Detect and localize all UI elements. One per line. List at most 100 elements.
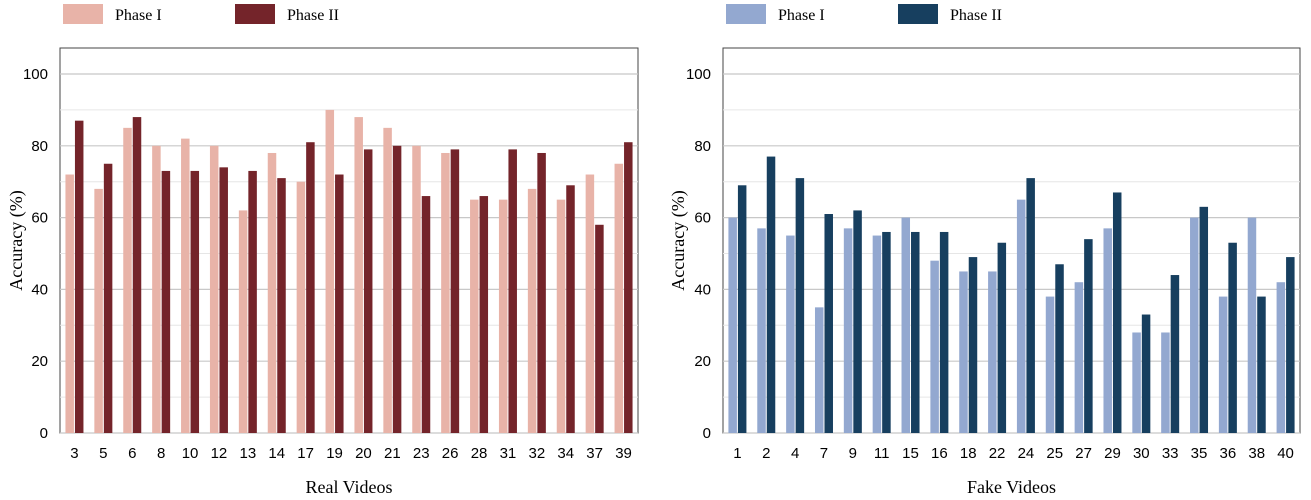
bar-phase-i-30: [1132, 332, 1141, 433]
x-tick-label: 40: [1277, 445, 1294, 462]
x-tick-label: 11: [874, 445, 890, 462]
bar-phase-ii-35: [1199, 206, 1209, 433]
bar-phase-i-24: [1016, 199, 1026, 433]
bar-phase-ii-11: [882, 231, 891, 433]
bar-phase-i-40: [1276, 282, 1286, 433]
bar-phase-i-19: [325, 109, 335, 434]
bar-phase-i-2: [757, 228, 766, 433]
bar-phase-ii-4: [795, 178, 805, 433]
bar-phase-ii-37: [595, 224, 604, 433]
y-axis-title: Accuracy (%): [6, 190, 27, 290]
x-axis-title: Fake Videos: [967, 477, 1056, 497]
x-tick-label: 13: [240, 445, 257, 462]
bar-phase-ii-2: [766, 156, 776, 433]
bar-phase-ii-12: [219, 167, 228, 433]
y-tick-label: 60: [31, 210, 48, 227]
legend: Phase I Phase II: [726, 4, 1002, 24]
x-tick-label: 38: [1248, 445, 1265, 462]
bar-phase-i-7: [814, 307, 824, 433]
x-tick-label: 14: [268, 445, 285, 462]
y-tick-label: 40: [694, 281, 711, 298]
x-tick-label: 17: [297, 445, 314, 462]
x-tick-label: 21: [384, 445, 401, 462]
bar-phase-i-13: [238, 210, 248, 433]
x-tick-label: 22: [989, 445, 1006, 462]
bar-phase-ii-6: [132, 117, 142, 433]
bar-phase-ii-3: [74, 120, 84, 434]
bar-phase-i-34: [556, 199, 566, 433]
x-tick-label: 30: [1133, 445, 1150, 462]
bar-phase-i-8: [152, 145, 161, 434]
bar-phase-ii-15: [911, 231, 920, 433]
bar-phase-ii-26: [450, 149, 460, 433]
bar-phase-i-9: [843, 228, 853, 433]
x-tick-label: 6: [128, 445, 136, 462]
bar-phase-i-10: [181, 138, 190, 433]
x-tick-label: 7: [820, 445, 828, 462]
y-tick-label: 40: [31, 281, 48, 298]
x-tick-label: 12: [211, 445, 228, 462]
bar-phase-i-23: [412, 145, 421, 434]
x-tick-label: 10: [182, 445, 199, 462]
x-tick-label: 26: [442, 445, 459, 462]
bar-phase-ii-1: [737, 185, 747, 433]
x-tick-label: 24: [1018, 445, 1035, 462]
bar-phase-ii-10: [190, 170, 200, 433]
x-tick-label: 25: [1046, 445, 1063, 462]
x-tick-label: 2: [762, 445, 770, 462]
x-tick-label: 23: [413, 445, 430, 462]
bar-phase-i-17: [296, 181, 306, 433]
x-tick-label: 18: [960, 445, 977, 462]
x-tick-label: 39: [615, 445, 632, 462]
bar-phase-ii-14: [277, 178, 286, 433]
legend-label: Phase I: [778, 7, 825, 24]
x-tick-label: 37: [586, 445, 603, 462]
bar-phase-ii-21: [392, 145, 402, 434]
y-tick-label: 0: [40, 425, 48, 442]
bar-phase-ii-31: [508, 149, 517, 433]
bar-phase-ii-22: [997, 242, 1007, 433]
y-tick-label: 0: [703, 425, 711, 442]
bar-phase-i-16: [930, 260, 939, 433]
bar-phase-ii-25: [1055, 264, 1064, 433]
bar-phase-i-11: [872, 235, 882, 433]
y-tick-label: 80: [694, 138, 711, 155]
bar-phase-ii-17: [306, 142, 315, 433]
bar-phase-ii-13: [248, 170, 257, 433]
bar-phase-i-33: [1161, 332, 1170, 433]
bar-phase-i-35: [1190, 217, 1199, 433]
bar-phase-ii-9: [853, 210, 862, 433]
bar-phase-i-25: [1045, 296, 1055, 433]
bar-phase-i-28: [470, 199, 479, 433]
bar-phase-i-39: [614, 163, 624, 433]
x-tick-label: 3: [70, 445, 78, 462]
legend-label: Phase II: [287, 7, 339, 24]
plot-frame: [59, 47, 639, 434]
bar-phase-ii-20: [363, 149, 373, 433]
bar-phase-ii-8: [161, 170, 171, 433]
y-tick-label: 80: [31, 138, 48, 155]
bar-phase-ii-18: [968, 257, 978, 433]
x-tick-label: 9: [849, 445, 857, 462]
bar-phase-i-32: [527, 188, 537, 433]
x-tick-label: 8: [157, 445, 165, 462]
x-tick-label: 35: [1191, 445, 1208, 462]
bar-phase-ii-39: [624, 142, 633, 433]
legend: Phase I Phase II: [63, 4, 339, 24]
bar-phase-ii-16: [939, 231, 949, 433]
legend-swatch: [63, 4, 103, 24]
x-tick-label: 28: [471, 445, 488, 462]
bar-phase-i-26: [441, 152, 450, 434]
x-tick-label: 20: [355, 445, 372, 462]
bar-phase-i-3: [65, 174, 74, 433]
x-tick-label: 36: [1220, 445, 1237, 462]
chart-panel-1: 0 20 40 60 80 100 Accuracy (%) 3 5 6 8 10 12 13 14 17 19…: [6, 4, 639, 497]
bar-phase-ii-28: [479, 196, 489, 433]
x-tick-label: 16: [931, 445, 948, 462]
y-axis-title: Accuracy (%): [668, 190, 689, 290]
bar-phase-ii-7: [824, 214, 833, 433]
legend-swatch: [898, 4, 938, 24]
legend-label: Phase I: [115, 7, 162, 24]
